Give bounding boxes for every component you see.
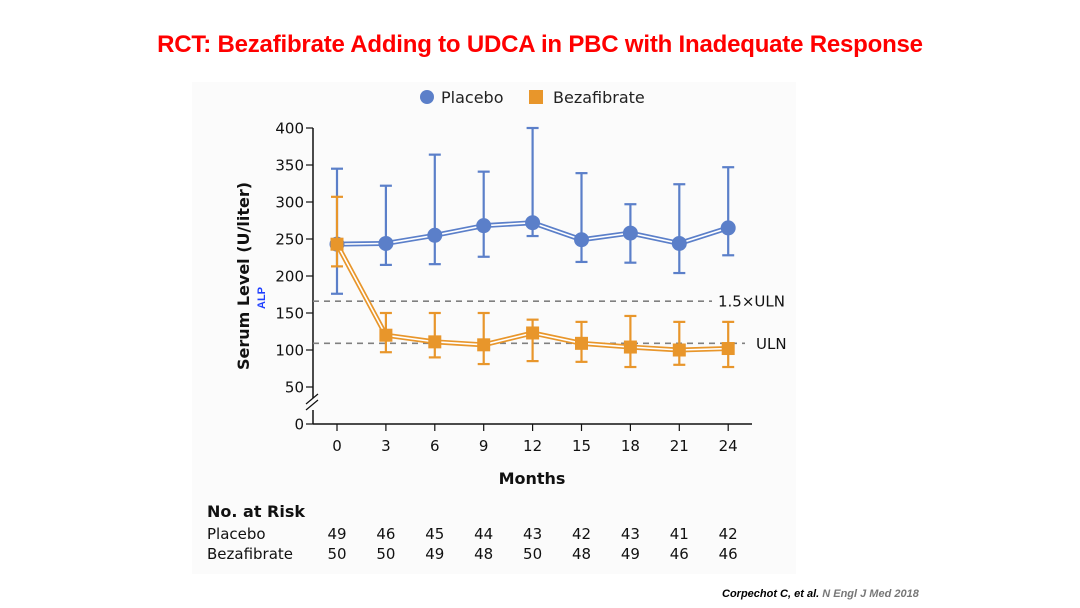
x-tick-label: 9 (479, 437, 489, 455)
risk-cell: 48 (571, 545, 592, 563)
risk-cell: 42 (718, 525, 738, 543)
data-point (476, 218, 492, 234)
data-point (526, 326, 540, 340)
risk-cell: 46 (718, 545, 738, 563)
risk-row-label: Placebo (207, 525, 266, 543)
data-point (720, 220, 736, 236)
risk-table-title: No. at Risk (207, 502, 306, 521)
data-point (525, 215, 541, 231)
legend-bezafibrate-label: Bezafibrate (553, 88, 645, 107)
risk-cell: 43 (620, 525, 640, 543)
data-point (721, 342, 735, 356)
data-point (379, 328, 393, 342)
axes: 0 50 100 150 200 250 300 350 400 0 3 6 9 12 15 18 21 24 (275, 120, 752, 455)
x-axis-label: Months (499, 469, 566, 488)
y-tick-label: 100 (275, 342, 304, 360)
legend-placebo-label: Placebo (441, 88, 503, 107)
data-point (574, 232, 589, 248)
series-bezafibrate (330, 195, 735, 369)
risk-cell: 50 (523, 545, 543, 563)
y-tick-label: 350 (275, 157, 304, 175)
chart-panel (192, 82, 796, 574)
data-point (477, 338, 491, 352)
risk-cell: 49 (620, 545, 640, 563)
y-axis-break-mark (305, 399, 319, 411)
data-point (622, 225, 638, 241)
y-tick-label: 300 (275, 194, 304, 212)
x-tick-label: 3 (381, 437, 391, 455)
x-tick-label: 0 (332, 437, 342, 455)
data-point (575, 336, 588, 350)
y-tick-label: 200 (275, 268, 304, 286)
risk-cell: 49 (327, 525, 347, 543)
data-point (672, 343, 686, 357)
x-tick-label: 18 (621, 437, 640, 455)
data-point (428, 335, 442, 349)
risk-cell: 42 (571, 525, 592, 543)
x-tick-label: 21 (670, 437, 689, 455)
risk-cell: 41 (669, 525, 689, 543)
y-tick-label: 250 (275, 231, 304, 249)
series-placebo (329, 126, 736, 295)
reference-line-label: 1.5×ULN (718, 293, 785, 311)
legend-bezafibrate-marker (529, 90, 543, 104)
risk-cell: 46 (669, 545, 689, 563)
x-tick-label: 12 (523, 437, 542, 455)
reference-lines: 1.5×ULN ULN (313, 293, 787, 353)
risk-cell: 43 (523, 525, 543, 543)
risk-cell: 45 (425, 525, 445, 543)
risk-cell: 48 (474, 545, 494, 563)
risk-cell: 49 (425, 545, 445, 563)
legend: Placebo Bezafibrate (420, 88, 645, 107)
reference-line-label: ULN (756, 335, 787, 353)
y-tick-label: 400 (275, 120, 304, 138)
legend-placebo-marker (420, 90, 434, 104)
y-axis-label: Serum Level (U/liter) (234, 182, 253, 370)
risk-cell: 44 (474, 525, 494, 543)
y-axis-sublabel-alp: ALP (256, 287, 268, 309)
data-point (330, 237, 344, 251)
citation: Corpechot C, et al. N Engl J Med 2018 (722, 588, 919, 600)
data-point (671, 235, 687, 251)
y-axis-break-mark (305, 393, 319, 405)
x-tick-label: 15 (572, 437, 591, 455)
risk-cell: 46 (376, 525, 396, 543)
y-tick-label: 150 (275, 305, 304, 323)
slide-title: RCT: Bezafibrate Adding to UDCA in PBC w… (157, 31, 923, 58)
risk-cell: 50 (376, 545, 396, 563)
risk-row-label: Bezafibrate (207, 545, 294, 563)
x-tick-label: 24 (719, 437, 738, 455)
risk-cell: 50 (327, 545, 347, 563)
data-point (427, 227, 443, 243)
y-tick-label: 50 (285, 379, 304, 397)
citation-authors: Corpechot C, et al. (722, 588, 820, 600)
citation-journal: N Engl J Med 2018 (822, 588, 919, 600)
data-point (378, 235, 394, 251)
series-layer (329, 126, 736, 369)
y-tick-label: 0 (294, 416, 304, 434)
data-point (623, 340, 637, 354)
x-tick-label: 6 (430, 437, 440, 455)
